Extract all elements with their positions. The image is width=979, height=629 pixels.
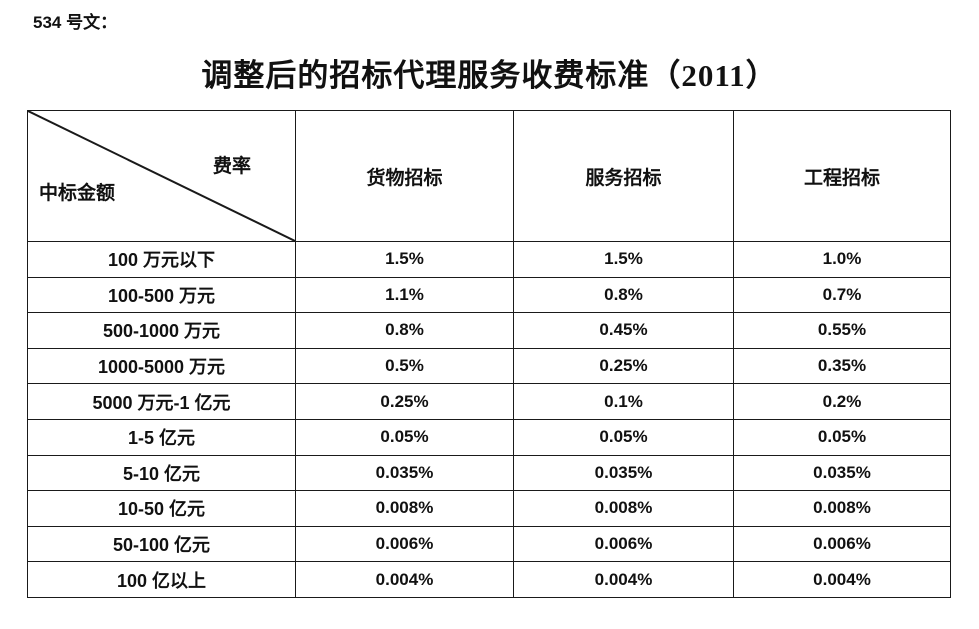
- rate-cell-engineering: 0.7%: [733, 276, 951, 314]
- rate-cell-service: 0.008%: [513, 490, 734, 527]
- amount-range-cell: 5000 万元-1 亿元: [27, 383, 296, 420]
- table-row: 100 万元以下 1.5% 1.5% 1.0%: [27, 241, 951, 278]
- rate-cell-service: 0.45%: [513, 312, 734, 349]
- amount-range-cell: 1000-5000 万元: [27, 347, 296, 385]
- rate-cell-engineering: 0.05%: [733, 418, 951, 456]
- document-number-label: 534 号文：: [33, 13, 118, 32]
- table-row: 100-500 万元 1.1% 0.8% 0.7%: [27, 276, 951, 314]
- column-header-service-bidding: 服务招标: [513, 110, 734, 242]
- rate-cell-goods: 0.25%: [295, 383, 514, 420]
- diagonal-corner-cell: 费率 中标金额: [27, 110, 296, 242]
- rate-cell-engineering: 0.35%: [733, 347, 951, 385]
- rate-cell-goods: 0.035%: [295, 454, 514, 492]
- rate-cell-engineering: 0.006%: [733, 525, 951, 563]
- rate-cell-service: 0.004%: [513, 561, 734, 598]
- rate-cell-goods: 0.5%: [295, 347, 514, 385]
- rate-cell-service: 1.5%: [513, 241, 734, 278]
- rate-cell-engineering: 0.55%: [733, 312, 951, 349]
- amount-range-cell: 50-100 亿元: [27, 525, 296, 563]
- rate-cell-goods: 0.006%: [295, 525, 514, 563]
- amount-range-cell: 100 万元以下: [27, 241, 296, 278]
- table-row: 1-5 亿元 0.05% 0.05% 0.05%: [27, 418, 951, 456]
- table-header-row: 费率 中标金额 货物招标 服务招标 工程招标: [27, 110, 951, 242]
- rate-cell-engineering: 1.0%: [733, 241, 951, 278]
- column-header-goods-bidding: 货物招标: [295, 110, 514, 242]
- table-row: 500-1000 万元 0.8% 0.45% 0.55%: [27, 312, 951, 349]
- rate-cell-goods: 0.004%: [295, 561, 514, 598]
- rate-cell-goods: 0.05%: [295, 418, 514, 456]
- rate-cell-engineering: 0.008%: [733, 490, 951, 527]
- table-row: 50-100 亿元 0.006% 0.006% 0.006%: [27, 525, 951, 563]
- rate-cell-goods: 0.008%: [295, 490, 514, 527]
- table-row: 1000-5000 万元 0.5% 0.25% 0.35%: [27, 347, 951, 385]
- rate-cell-service: 0.035%: [513, 454, 734, 492]
- amount-range-cell: 1-5 亿元: [27, 418, 296, 456]
- rate-cell-goods: 1.1%: [295, 276, 514, 314]
- table-row: 10-50 亿元 0.008% 0.008% 0.008%: [27, 490, 951, 527]
- table-row: 5000 万元-1 亿元 0.25% 0.1% 0.2%: [27, 383, 951, 420]
- rate-cell-goods: 0.8%: [295, 312, 514, 349]
- rate-cell-engineering: 0.035%: [733, 454, 951, 492]
- fee-standards-table: 费率 中标金额 货物招标 服务招标 工程招标 100 万元以下 1.5% 1.5…: [27, 110, 951, 598]
- column-header-engineering-bidding: 工程招标: [733, 110, 951, 242]
- rate-cell-goods: 1.5%: [295, 241, 514, 278]
- table-row: 5-10 亿元 0.035% 0.035% 0.035%: [27, 454, 951, 492]
- table-row: 100 亿以上 0.004% 0.004% 0.004%: [27, 561, 951, 598]
- amount-range-cell: 10-50 亿元: [27, 490, 296, 527]
- diagonal-divider-line: [28, 111, 295, 241]
- amount-range-cell: 500-1000 万元: [27, 312, 296, 349]
- amount-range-cell: 100-500 万元: [27, 276, 296, 314]
- amount-range-cell: 5-10 亿元: [27, 454, 296, 492]
- rate-cell-service: 0.1%: [513, 383, 734, 420]
- corner-label-rate: 费率: [212, 156, 251, 177]
- rate-cell-service: 0.8%: [513, 276, 734, 314]
- rate-cell-engineering: 0.2%: [733, 383, 951, 420]
- rate-cell-service: 0.25%: [513, 347, 734, 385]
- corner-label-amount: 中标金额: [39, 183, 116, 204]
- amount-range-cell: 100 亿以上: [27, 561, 296, 598]
- rate-cell-engineering: 0.004%: [733, 561, 951, 598]
- page-title: 调整后的招标代理服务收费标准（2011）: [201, 58, 778, 93]
- rate-cell-service: 0.006%: [513, 525, 734, 563]
- rate-cell-service: 0.05%: [513, 418, 734, 456]
